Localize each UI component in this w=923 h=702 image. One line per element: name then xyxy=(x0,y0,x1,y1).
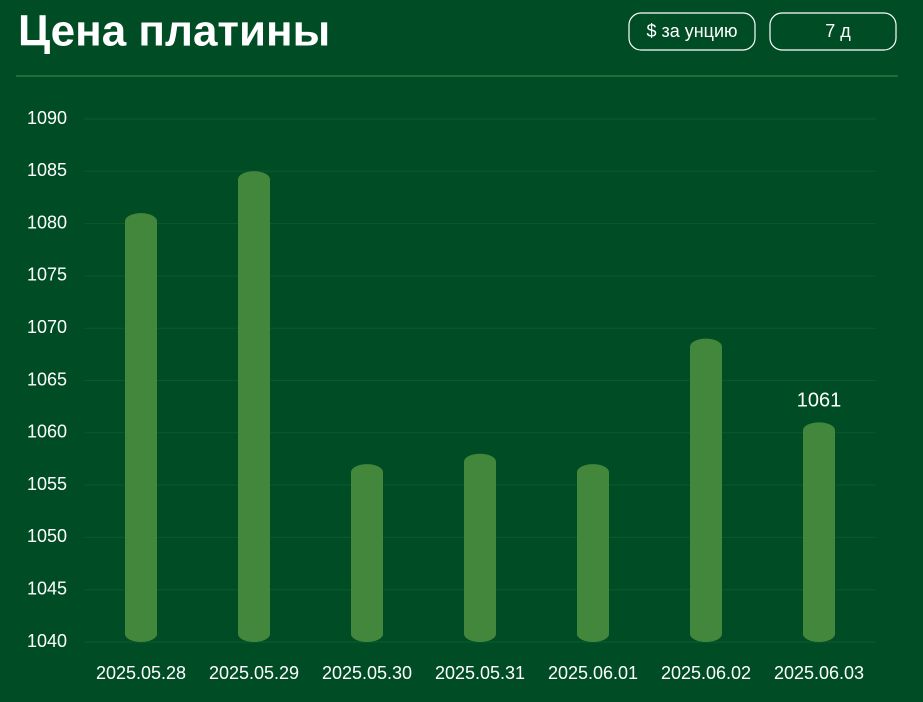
y-tick-label: 1090 xyxy=(27,108,67,128)
y-tick-label: 1085 xyxy=(27,160,67,180)
x-tick-label: 2025.05.30 xyxy=(322,663,412,683)
y-tick-label: 1080 xyxy=(27,212,67,232)
x-tick-label: 2025.05.31 xyxy=(435,663,525,683)
x-tick-label: 2025.05.29 xyxy=(209,663,299,683)
y-tick-label: 1045 xyxy=(27,578,67,598)
unit-button-label[interactable]: $ за унцию xyxy=(646,21,737,41)
unit-button[interactable]: $ за унцию xyxy=(628,12,756,51)
bar xyxy=(351,464,383,642)
x-tick-label: 2025.06.02 xyxy=(661,663,751,683)
y-tick-label: 1070 xyxy=(27,317,67,337)
y-tick-label: 1055 xyxy=(27,474,67,494)
period-button-label[interactable]: 7 д xyxy=(825,21,851,41)
bar xyxy=(690,338,722,642)
period-button[interactable]: 7 д xyxy=(769,12,897,51)
bar xyxy=(238,171,270,643)
x-tick-label: 2025.06.03 xyxy=(774,663,864,683)
x-tick-label: 2025.05.28 xyxy=(96,663,186,683)
bar xyxy=(803,422,835,642)
bar xyxy=(464,453,496,642)
y-tick-label: 1050 xyxy=(27,526,67,546)
page-title: Цена платины xyxy=(18,7,330,56)
y-tick-label: 1060 xyxy=(27,422,67,442)
unit-button-frame[interactable] xyxy=(628,12,756,51)
x-tick-label: 2025.06.01 xyxy=(548,663,638,683)
y-tick-label: 1065 xyxy=(27,369,67,389)
period-button-frame[interactable] xyxy=(769,12,897,51)
bar xyxy=(577,464,609,642)
value-label: 1061 xyxy=(797,390,842,412)
y-tick-label: 1040 xyxy=(27,631,67,651)
bar xyxy=(125,213,157,642)
y-tick-label: 1075 xyxy=(27,265,67,285)
